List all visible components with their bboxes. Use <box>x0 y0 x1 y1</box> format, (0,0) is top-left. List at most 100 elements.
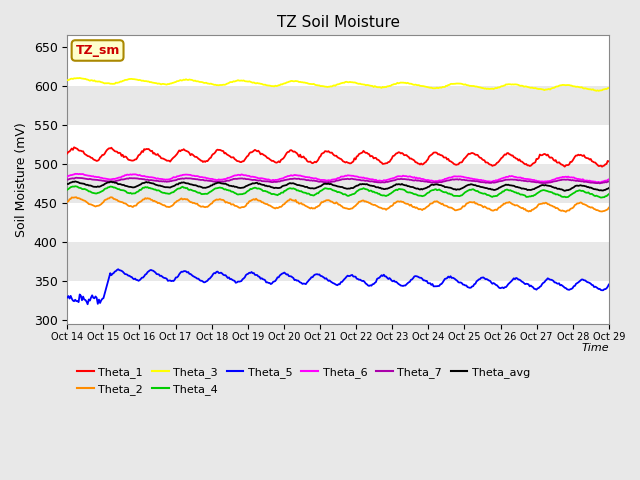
Theta_2 <box>556 207 564 213</box>
Theta_avg <box>605 185 612 191</box>
Theta_3 <box>463 82 470 88</box>
Theta_2 <box>394 198 401 204</box>
Theta_1 <box>63 151 71 156</box>
Theta_7 <box>596 180 604 186</box>
Bar <box>67 47 609 86</box>
Theta_5 <box>115 266 122 272</box>
Theta_6 <box>71 171 79 177</box>
Line: Theta_avg: Theta_avg <box>67 181 609 191</box>
Theta_2 <box>63 199 71 204</box>
Theta_7 <box>556 177 564 183</box>
Theta_1 <box>70 144 78 150</box>
Theta_avg <box>233 184 241 190</box>
Theta_7 <box>605 179 612 184</box>
Theta_3 <box>394 80 401 86</box>
Theta_2 <box>463 201 470 206</box>
Theta_5 <box>294 277 301 283</box>
Theta_3 <box>605 85 612 91</box>
Theta_5 <box>63 295 71 300</box>
Theta_1 <box>463 154 470 159</box>
Theta_7 <box>72 175 80 180</box>
Theta_7 <box>233 176 241 182</box>
Theta_1 <box>598 164 606 169</box>
Theta_3 <box>556 83 564 88</box>
Bar <box>67 281 609 320</box>
Theta_avg <box>463 183 470 189</box>
Theta_1 <box>367 153 375 159</box>
Theta_3 <box>63 77 71 83</box>
Theta_7 <box>394 176 401 182</box>
Theta_3 <box>595 88 602 94</box>
Theta_avg <box>394 181 401 187</box>
Theta_3 <box>367 83 375 89</box>
Theta_avg <box>556 186 564 192</box>
Theta_5 <box>234 278 242 284</box>
Theta_5 <box>369 281 376 287</box>
Title: TZ Soil Moisture: TZ Soil Moisture <box>276 15 399 30</box>
Theta_2 <box>233 204 241 209</box>
Bar <box>67 125 609 164</box>
Theta_2 <box>605 205 612 211</box>
Line: Theta_4: Theta_4 <box>67 186 609 198</box>
Theta_7 <box>63 177 71 182</box>
Theta_2 <box>562 209 570 215</box>
Theta_6 <box>394 173 401 179</box>
Theta_2 <box>367 201 375 207</box>
Theta_5 <box>605 282 612 288</box>
Bar <box>67 164 609 203</box>
Theta_5 <box>395 281 403 287</box>
Bar <box>67 242 609 281</box>
Theta_6 <box>293 172 301 178</box>
Theta_avg <box>63 181 71 187</box>
Theta_7 <box>463 177 470 183</box>
Theta_4 <box>367 188 375 193</box>
Theta_3 <box>233 78 241 84</box>
Theta_7 <box>293 176 301 182</box>
Theta_1 <box>293 150 301 156</box>
Text: TZ_sm: TZ_sm <box>76 44 120 57</box>
Line: Theta_7: Theta_7 <box>67 178 609 183</box>
Theta_6 <box>556 175 564 180</box>
Theta_4 <box>63 187 71 192</box>
Theta_6 <box>596 180 604 185</box>
Theta_1 <box>233 158 241 164</box>
Bar <box>67 86 609 125</box>
Theta_6 <box>63 174 71 180</box>
Theta_4 <box>463 189 470 194</box>
Line: Theta_3: Theta_3 <box>67 78 609 91</box>
Theta_6 <box>605 177 612 182</box>
Theta_4 <box>597 195 605 201</box>
Theta_4 <box>71 183 79 189</box>
Line: Theta_1: Theta_1 <box>67 147 609 167</box>
Text: Time: Time <box>581 343 609 353</box>
Theta_1 <box>394 150 401 156</box>
Y-axis label: Soil Moisture (mV): Soil Moisture (mV) <box>15 122 28 237</box>
Theta_4 <box>605 192 612 197</box>
Theta_5 <box>557 282 565 288</box>
Line: Theta_5: Theta_5 <box>67 269 609 304</box>
Bar <box>67 203 609 242</box>
Theta_6 <box>367 176 375 182</box>
Theta_avg <box>561 188 568 194</box>
Theta_2 <box>72 194 80 200</box>
Theta_7 <box>367 179 375 184</box>
Theta_6 <box>233 172 241 178</box>
Theta_6 <box>463 175 470 180</box>
Theta_avg <box>71 179 79 184</box>
Theta_4 <box>293 188 301 193</box>
Legend: Theta_1, Theta_2, Theta_3, Theta_4, Theta_5, Theta_6, Theta_7, Theta_avg: Theta_1, Theta_2, Theta_3, Theta_4, Thet… <box>73 363 534 399</box>
Theta_2 <box>293 200 301 205</box>
Theta_4 <box>394 187 401 193</box>
Line: Theta_2: Theta_2 <box>67 197 609 212</box>
Theta_1 <box>556 161 564 167</box>
Line: Theta_6: Theta_6 <box>67 174 609 182</box>
Theta_5 <box>463 284 471 290</box>
Theta_avg <box>367 183 375 189</box>
Theta_avg <box>293 182 301 188</box>
Theta_3 <box>293 78 301 84</box>
Theta_4 <box>233 191 241 197</box>
Theta_4 <box>556 192 564 198</box>
Theta_1 <box>605 158 612 164</box>
Theta_5 <box>84 301 92 307</box>
Theta_3 <box>76 75 84 81</box>
